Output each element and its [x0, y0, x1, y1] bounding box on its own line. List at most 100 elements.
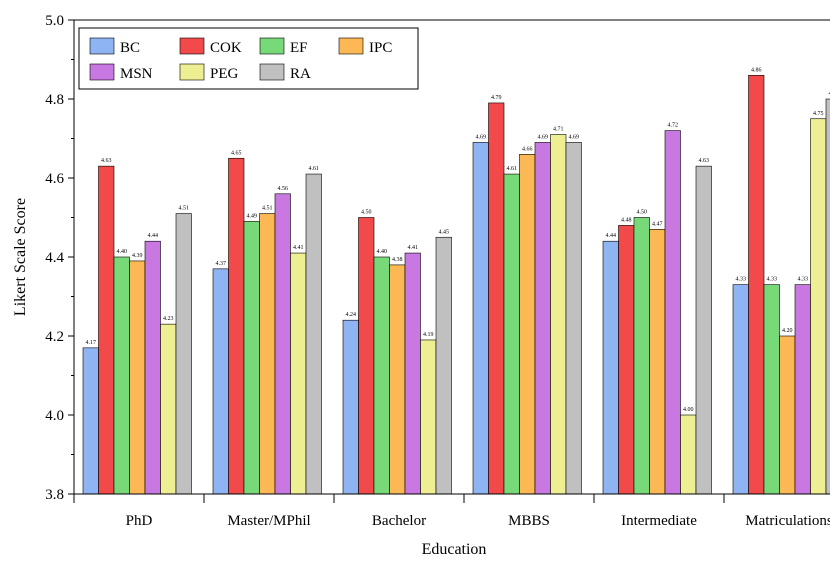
bar-bc-5: [732, 284, 749, 495]
legend-label-bc: BC: [120, 40, 140, 56]
legend-label-ef: EF: [290, 40, 308, 56]
x-axis-title: Education: [422, 541, 487, 558]
data-label-ipc-5: 4.20: [782, 328, 793, 334]
bar-ef-1: [243, 221, 260, 495]
bar-peg-2: [420, 339, 437, 495]
data-label-bc-4: 4.44: [606, 233, 617, 239]
legend-swatch-ipc: [338, 37, 364, 55]
data-label-ra-4: 4.63: [699, 158, 710, 164]
bar-bc-3: [472, 142, 489, 495]
legend-label-ra: RA: [290, 66, 311, 82]
bar-cok-1: [228, 157, 245, 495]
data-label-msn-4: 4.72: [668, 123, 679, 129]
data-label-ra-2: 4.45: [439, 229, 450, 235]
bar-ra-4: [695, 165, 712, 495]
y-tick-label: 4.0: [45, 408, 64, 424]
data-label-msn-3: 4.69: [538, 134, 549, 140]
x-tick-label: Master/MPhil: [227, 513, 310, 529]
bar-msn-0: [144, 240, 161, 495]
data-label-bc-0: 4.17: [86, 340, 97, 346]
data-label-bc-3: 4.69: [476, 134, 487, 140]
data-label-ra-3: 4.69: [569, 134, 580, 140]
data-label-ef-2: 4.40: [377, 249, 388, 255]
bar-msn-4: [664, 130, 681, 495]
bar-ef-4: [633, 217, 650, 495]
bar-msn-2: [404, 252, 421, 495]
y-tick-label: 4.4: [45, 250, 64, 266]
bar-peg-3: [550, 134, 567, 495]
bar-peg-4: [680, 414, 697, 495]
x-tick-label: MBBS: [508, 513, 550, 529]
bar-cok-3: [488, 102, 505, 495]
bar-msn-1: [274, 193, 291, 495]
bar-msn-5: [794, 284, 811, 495]
data-label-msn-5: 4.33: [798, 277, 809, 283]
data-label-ipc-1: 4.51: [262, 206, 273, 212]
bar-cok-2: [358, 217, 375, 495]
data-label-bc-5: 4.33: [736, 277, 747, 283]
data-label-cok-3: 4.79: [491, 95, 502, 101]
bar-cok-5: [748, 75, 765, 495]
bar-ipc-3: [519, 154, 536, 495]
bar-bc-2: [342, 319, 359, 495]
y-axis-title: Likert Scale Score: [12, 198, 29, 316]
y-tick-label: 3.8: [45, 487, 64, 503]
data-label-cok-0: 4.63: [101, 158, 112, 164]
data-label-peg-2: 4.19: [423, 332, 434, 338]
bar-peg-5: [810, 118, 827, 495]
legend-swatch-cok: [179, 37, 205, 55]
data-label-ra-5: 4.80: [829, 91, 830, 97]
legend-swatch-ef: [259, 37, 285, 55]
data-label-ipc-4: 4.47: [652, 221, 663, 227]
data-label-peg-3: 4.71: [553, 127, 564, 133]
data-label-ef-0: 4.40: [117, 249, 128, 255]
bar-ipc-5: [779, 335, 796, 495]
data-label-ef-5: 4.33: [767, 277, 778, 283]
legend-label-ipc: IPC: [369, 40, 392, 56]
bar-peg-0: [160, 323, 177, 495]
x-tick-label: Bachelor: [372, 513, 426, 529]
bar-ipc-0: [129, 260, 146, 495]
bar-bc-0: [82, 347, 99, 495]
data-label-peg-5: 4.75: [813, 111, 824, 117]
bar-ra-1: [305, 173, 322, 495]
legend-swatch-ra: [259, 63, 285, 81]
data-label-bc-1: 4.37: [216, 261, 227, 267]
bar-cok-4: [618, 225, 635, 495]
bar-ef-0: [113, 256, 130, 495]
data-label-peg-1: 4.41: [293, 245, 304, 251]
bar-msn-3: [534, 142, 551, 495]
data-label-ef-4: 4.50: [637, 210, 648, 216]
data-label-peg-4: 4.00: [683, 407, 694, 413]
y-tick-label: 4.2: [45, 329, 64, 345]
data-labels-layer: 4.17 4.63 4.40 4.39 4.44 4.23 4.51 4.37 4.65 4.49…: [86, 67, 830, 413]
legend-swatch-bc: [89, 37, 115, 55]
legend-label-cok: COK: [210, 40, 242, 56]
data-label-ipc-0: 4.39: [132, 253, 143, 259]
legend-swatch-msn: [89, 63, 115, 81]
data-label-peg-0: 4.23: [163, 316, 174, 322]
legend-swatch-peg: [179, 63, 205, 81]
data-label-cok-2: 4.50: [361, 210, 372, 216]
x-tick-label: PhD: [126, 513, 153, 529]
bar-ipc-4: [649, 229, 666, 495]
bar-ra-3: [565, 142, 582, 495]
data-label-ra-0: 4.51: [179, 206, 190, 212]
data-label-msn-0: 4.44: [148, 233, 159, 239]
bar-ra-2: [435, 236, 452, 495]
data-label-cok-4: 4.48: [621, 217, 632, 223]
x-axis: PhD Master/MPhil Bachelor MBBS Intermediate M…: [73, 494, 830, 529]
bar-ra-5: [825, 98, 830, 495]
data-label-ef-1: 4.49: [247, 213, 258, 219]
bar-ef-3: [503, 173, 520, 495]
bar-peg-1: [290, 252, 307, 495]
data-label-msn-2: 4.41: [408, 245, 419, 251]
bar-ef-2: [373, 256, 390, 495]
x-tick-label: Intermediate: [621, 513, 697, 529]
y-axis: 3.8 4.0 4.2 4.4 4.6 4.8 5.0: [45, 13, 74, 503]
data-label-ra-1: 4.61: [309, 166, 320, 172]
legend: BC COK EF IPC MSN PEG RA: [78, 27, 419, 90]
bar-ipc-1: [259, 213, 276, 495]
